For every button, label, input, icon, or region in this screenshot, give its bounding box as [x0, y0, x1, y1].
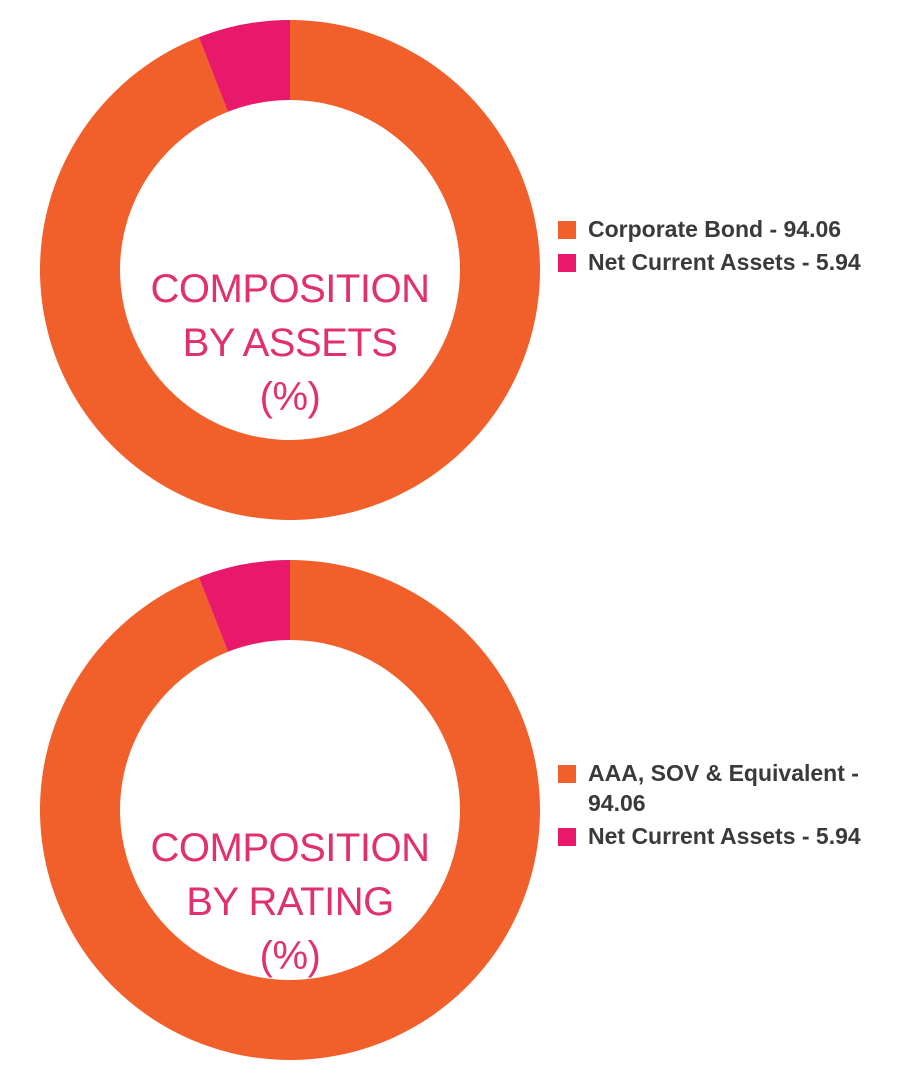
- rating-legend-item-aaa-sov: AAA, SOV & Equivalent - 94.06: [558, 758, 898, 818]
- assets-center-title: COMPOSITION BY ASSETS (%): [135, 262, 445, 424]
- composition-by-assets-chart: COMPOSITION BY ASSETS (%) Corporate Bond…: [0, 0, 903, 540]
- donut-slice-net-current-assets: [198, 20, 290, 112]
- legend-swatch-orange: [558, 765, 576, 783]
- assets-legend: Corporate Bond - 94.06 Net Current Asset…: [558, 214, 898, 280]
- assets-donut: [40, 20, 540, 520]
- rating-center-title: COMPOSITION BY RATING (%): [135, 821, 445, 983]
- assets-title-line-2: BY ASSETS: [182, 321, 398, 365]
- rating-title-line-1: COMPOSITION: [150, 826, 430, 870]
- legend-swatch-pink: [558, 254, 576, 272]
- rating-legend-label-1: AAA, SOV & Equivalent - 94.06: [588, 760, 859, 816]
- rating-legend-item-net-current-assets: Net Current Assets - 5.94: [558, 821, 898, 851]
- assets-title-line-1: COMPOSITION: [150, 267, 430, 311]
- assets-legend-item-corporate-bond: Corporate Bond - 94.06: [558, 214, 898, 244]
- composition-by-rating-chart: COMPOSITION BY RATING (%) AAA, SOV & Equ…: [0, 540, 903, 1080]
- rating-donut: [40, 560, 540, 1060]
- rating-legend: AAA, SOV & Equivalent - 94.06 Net Curren…: [558, 758, 898, 854]
- legend-swatch-orange: [558, 221, 576, 239]
- donut-slice-net-current-assets: [198, 560, 290, 652]
- donut-slice-aaa-sov-equivalent: [40, 560, 540, 1060]
- assets-title-line-3: (%): [259, 375, 321, 419]
- legend-swatch-pink: [558, 828, 576, 846]
- assets-legend-label-1: Corporate Bond - 94.06: [588, 216, 842, 242]
- donut-slice-corporate-bond: [40, 20, 540, 520]
- assets-legend-label-2: Net Current Assets - 5.94: [588, 249, 861, 275]
- rating-title-line-2: BY RATING: [186, 880, 394, 924]
- assets-legend-item-net-current-assets: Net Current Assets - 5.94: [558, 247, 898, 277]
- rating-legend-label-2: Net Current Assets - 5.94: [588, 823, 861, 849]
- rating-title-line-3: (%): [259, 934, 321, 978]
